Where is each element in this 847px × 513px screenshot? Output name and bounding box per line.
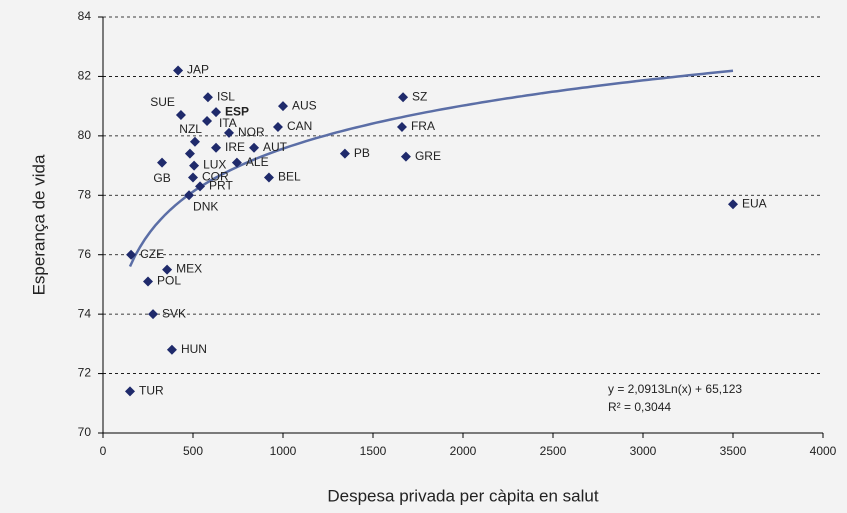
point	[263, 172, 274, 183]
point	[173, 65, 184, 76]
point	[125, 386, 135, 397]
x-axis-title: Despesa privada per càpita en salut	[327, 486, 598, 505]
point	[162, 264, 173, 275]
point-label: ALE	[246, 155, 269, 169]
point-label: MEX	[176, 262, 202, 276]
point	[189, 136, 200, 147]
point-label: AUT	[263, 140, 288, 154]
point-label: GB	[153, 171, 170, 185]
x-tick-label: 2000	[450, 444, 477, 458]
point	[184, 148, 195, 159]
point	[728, 199, 738, 210]
point-label: HUN	[181, 342, 207, 356]
point	[272, 121, 283, 132]
point-label: COR	[202, 170, 229, 184]
point-label: LUX	[203, 158, 226, 172]
point	[231, 157, 242, 168]
point-label: FRA	[411, 119, 435, 133]
point-label: EUA	[742, 196, 767, 210]
point	[184, 190, 195, 201]
point	[143, 276, 153, 287]
point	[400, 151, 411, 162]
point-label: CZE	[140, 247, 164, 261]
point	[211, 142, 222, 153]
point-label: NZL	[179, 122, 202, 136]
point-label: IRE	[225, 140, 245, 154]
point-label: AUS	[292, 98, 317, 112]
point-label: PRT	[209, 179, 233, 193]
point-label: BEL	[278, 170, 301, 184]
point-label: GRE	[415, 149, 441, 163]
point	[278, 101, 288, 112]
point-label: CAN	[287, 119, 312, 133]
point	[157, 157, 168, 168]
point-label: POL	[157, 274, 181, 288]
y-tick-label: 76	[78, 247, 92, 261]
x-tick-label: 3000	[630, 444, 657, 458]
y-tick-label: 72	[78, 366, 92, 380]
point	[166, 344, 177, 355]
point	[189, 160, 200, 171]
y-tick-label: 80	[78, 128, 92, 142]
point	[148, 309, 159, 320]
point	[195, 181, 206, 192]
point	[202, 116, 213, 126]
point	[398, 92, 409, 103]
point	[224, 127, 234, 138]
point-label: JAP	[187, 63, 209, 77]
point-label: PB	[354, 146, 370, 160]
point	[188, 172, 198, 183]
y-tick-label: 78	[78, 187, 92, 201]
point	[211, 107, 222, 118]
x-tick-label: 3500	[720, 444, 747, 458]
point-label: DNK	[193, 199, 218, 213]
y-tick-label: 84	[78, 9, 92, 23]
point-label: SVK	[162, 306, 186, 320]
point	[202, 92, 213, 103]
point	[126, 249, 137, 260]
point-label: NOR	[238, 125, 265, 139]
r-squared: R² = 0,3044	[608, 400, 671, 414]
point	[249, 142, 260, 153]
x-tick-label: 1500	[360, 444, 387, 458]
point-label: TUR	[139, 384, 164, 398]
point-label: ISL	[217, 89, 235, 103]
equation: y = 2,0913Ln(x) + 65,123	[608, 382, 742, 396]
point	[396, 121, 407, 132]
y-tick-label: 74	[78, 306, 92, 320]
point-label: ITA	[219, 116, 237, 130]
x-tick-label: 4000	[810, 444, 837, 458]
y-axis-title: Esperança de vida	[29, 154, 48, 295]
point-label: SZ	[412, 89, 427, 103]
point-label: ESP	[225, 104, 249, 118]
point	[175, 110, 186, 121]
x-tick-label: 500	[183, 444, 203, 458]
point	[339, 148, 350, 159]
x-tick-label: 2500	[540, 444, 567, 458]
x-tick-label: 1000	[270, 444, 297, 458]
trendline	[128, 69, 734, 268]
x-tick-label: 0	[100, 444, 107, 458]
point-label: SUE	[150, 95, 175, 109]
y-tick-label: 82	[78, 69, 92, 83]
y-tick-label: 70	[78, 425, 92, 439]
